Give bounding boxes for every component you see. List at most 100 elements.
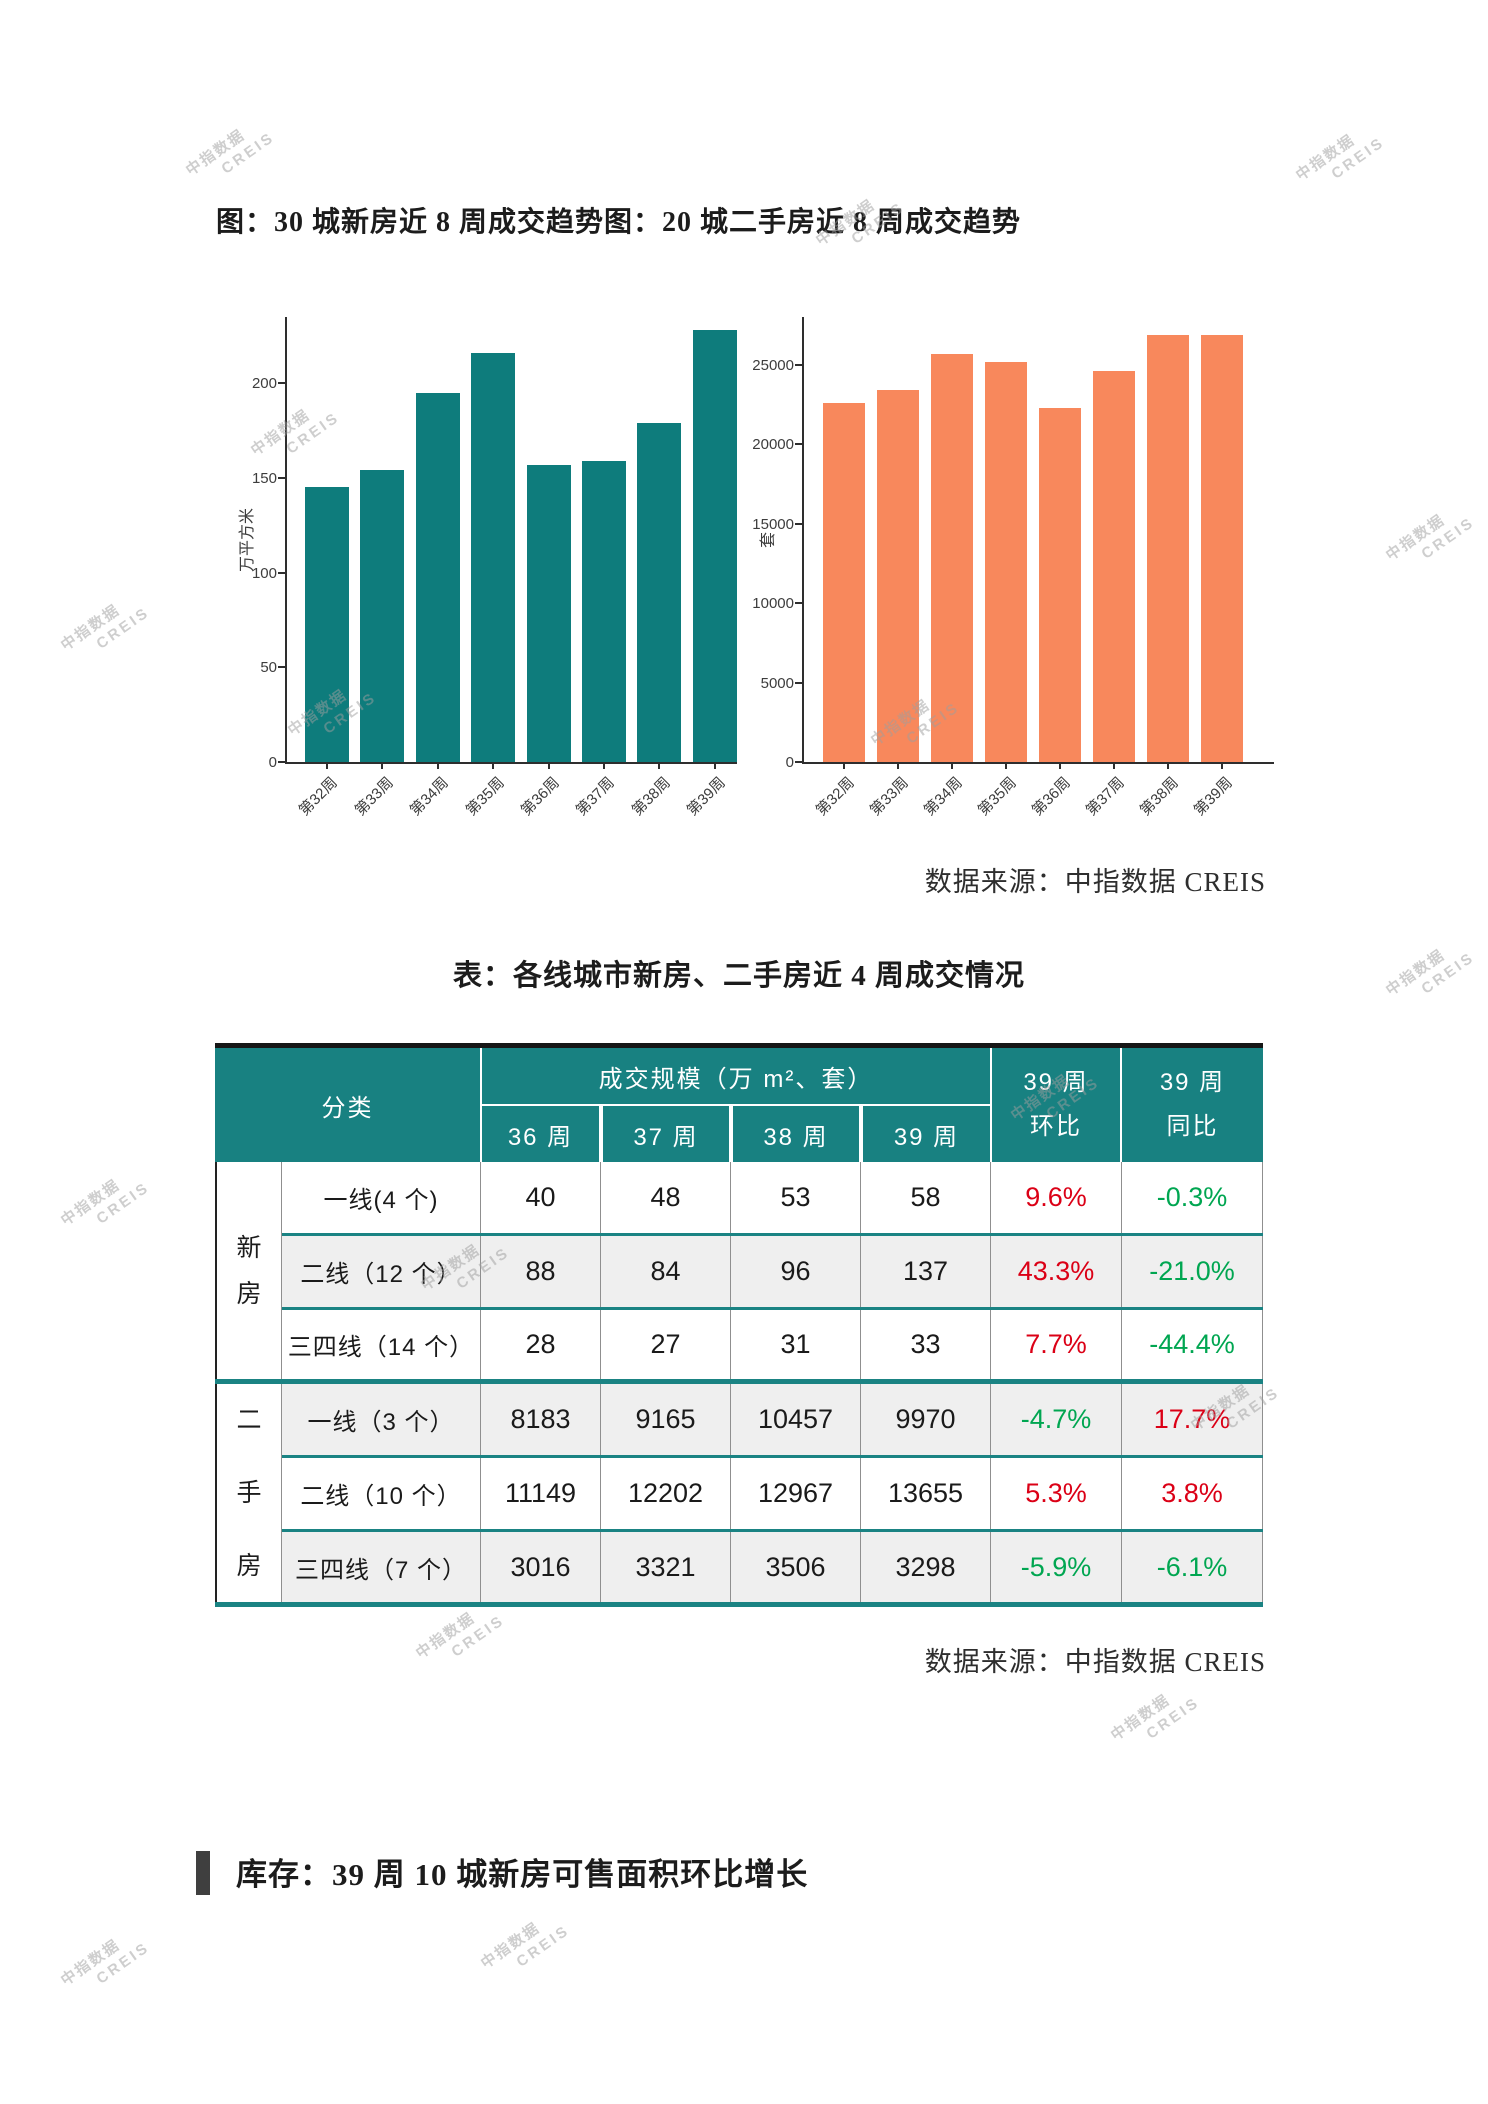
bar-第39周 — [1201, 335, 1243, 762]
x-tick-label-text: 第34周 — [406, 774, 452, 820]
bar-第35周 — [471, 352, 516, 762]
watermark-line2: CREIS — [1418, 948, 1478, 998]
cell-week39: 3298 — [861, 1532, 991, 1602]
x-tick-mark — [492, 762, 495, 769]
cell-wow: 7.7% — [991, 1310, 1122, 1379]
y-tick-label: 5000 — [760, 674, 794, 692]
cell-yoy: -44.4% — [1122, 1310, 1263, 1379]
table-group-second-hand: 二手房一线（3 个） 8183 9165 10457 9970 -4.7% 17.7% 二线（… — [215, 1384, 1263, 1602]
y-tick-mark — [278, 476, 285, 479]
new-home-weekly-bar-chart: 0 50 100 150 200 万平方米 第32周 第33周 第34周 第35周 第36周 第37周… — [239, 317, 737, 819]
x-tick-mark — [326, 762, 328, 769]
y-tick-label: 50 — [260, 659, 277, 677]
header-wow-line2: 环比 — [1030, 1113, 1082, 1140]
watermark-line1: 中指数据 — [182, 126, 249, 180]
y-tick-mark — [795, 681, 802, 684]
y-tick-label: 150 — [251, 469, 277, 487]
y-tick-mark — [278, 571, 285, 574]
data-source-note: 数据来源：中指数据 CREIS — [924, 867, 1266, 897]
watermark-line1: 中指数据 — [57, 601, 124, 655]
y-tick-mark — [795, 443, 802, 446]
cell-yoy: -0.3% — [1122, 1162, 1263, 1233]
bar-第38周 — [637, 423, 682, 762]
x-tick-label-text: 第36周 — [1029, 774, 1075, 820]
row-group-label: 新房 — [215, 1162, 282, 1379]
cell-wow: -4.7% — [991, 1384, 1122, 1455]
x-tick-label-text: 第39周 — [683, 774, 729, 820]
table-row: 一线(4 个) 40 48 53 58 9.6% -0.3% — [282, 1162, 1263, 1233]
watermark-line1: 中指数据 — [57, 1936, 124, 1990]
watermark-line1: 中指数据 — [57, 1176, 124, 1230]
header-week-39周: 39 周 — [863, 1106, 990, 1162]
bar-第33周 — [360, 470, 405, 762]
y-tick-label: 100 — [251, 564, 277, 582]
watermark-line1: 中指数据 — [1382, 946, 1449, 1000]
row-group-char: 手 — [236, 1478, 262, 1507]
transactions-table: 分类 成交规模（万 m²、套） 36 周 37 周 38 周 39 周 39 周 环比… — [215, 1043, 1263, 1607]
x-tick-mark — [1167, 762, 1169, 769]
cell-week36: 28 — [481, 1310, 601, 1379]
table-group-separator — [215, 1379, 1263, 1384]
bar-第36周 — [526, 464, 571, 762]
x-tick-label-text: 第33周 — [867, 774, 913, 820]
cell-category: 二线（12 个） — [282, 1236, 481, 1307]
x-tick-label-text: 第32周 — [296, 774, 342, 820]
cell-week37: 27 — [601, 1310, 731, 1379]
watermark-line2: CREIS — [93, 1938, 153, 1988]
cell-week36: 88 — [481, 1236, 601, 1307]
x-tick-label-text: 第32周 — [813, 774, 859, 820]
cell-week36: 3016 — [481, 1532, 601, 1602]
cell-week38: 96 — [731, 1236, 861, 1307]
watermark-line2: CREIS — [448, 1611, 508, 1661]
cell-week37: 48 — [601, 1162, 731, 1233]
x-tick-mark — [381, 762, 384, 769]
y-tick-label: 25000 — [752, 356, 794, 374]
bar-第34周 — [415, 392, 460, 762]
watermark: 中指数据 CREIS — [57, 587, 153, 670]
cell-week36: 11149 — [481, 1458, 601, 1529]
x-tick-mark — [658, 762, 661, 769]
x-tick-label-text: 第34周 — [921, 774, 967, 820]
header-yoy-line1: 39 周 — [1159, 1069, 1226, 1096]
cell-wow: 43.3% — [991, 1236, 1122, 1307]
x-tick-mark — [436, 762, 439, 769]
x-tick-label-text: 第37周 — [1083, 774, 1129, 820]
bar-第35周 — [985, 361, 1027, 762]
watermark-line2: CREIS — [93, 603, 153, 653]
y-tick-label: 200 — [251, 375, 277, 393]
table-row: 一线（3 个） 8183 9165 10457 9970 -4.7% 17.7% — [282, 1384, 1263, 1455]
cell-week39: 33 — [861, 1310, 991, 1379]
watermark: 中指数据 CREIS — [477, 1905, 573, 1988]
cell-category: 三四线（14 个） — [282, 1310, 481, 1379]
table-row-separator — [282, 1233, 1263, 1236]
cell-wow: 5.3% — [991, 1458, 1122, 1529]
x-tick-label-text: 第35周 — [975, 774, 1021, 820]
bar-第37周 — [582, 460, 626, 762]
header-week-37周: 37 周 — [603, 1106, 729, 1162]
watermark-line2: CREIS — [1328, 133, 1388, 183]
second-hand-weekly-bar-chart: 0 5000 10000 15000 20000 25000 套第32周 第33周 第34周 第3… — [752, 317, 1274, 819]
x-tick-mark — [547, 762, 550, 769]
cell-week37: 9165 — [601, 1384, 731, 1455]
watermark: 中指数据 CREIS — [1382, 497, 1478, 580]
bar-第39周 — [692, 330, 737, 762]
y-tick-label: 10000 — [752, 595, 794, 613]
cell-wow: -5.9% — [991, 1532, 1122, 1602]
cell-week39: 13655 — [861, 1458, 991, 1529]
bar-第37周 — [1093, 371, 1135, 762]
watermark: 中指数据 CREIS — [57, 1922, 153, 2005]
y-tick-label: 0 — [785, 754, 794, 771]
x-tick-mark — [1113, 762, 1115, 769]
cell-category: 三四线（7 个） — [282, 1532, 481, 1602]
cell-category: 一线(4 个) — [282, 1162, 481, 1233]
table-top-border — [215, 1043, 1263, 1048]
header-week-38周: 38 周 — [733, 1106, 859, 1162]
inventory-section-heading: 库存：39 周 10 城新房可售面积环比增长 — [236, 1857, 809, 1892]
x-tick-label-text: 第35周 — [462, 774, 508, 820]
cell-week36: 40 — [481, 1162, 601, 1233]
x-tick-label-text: 第33周 — [351, 774, 397, 820]
cell-yoy: -21.0% — [1122, 1236, 1263, 1307]
table-group-new-homes: 新房一线(4 个) 40 48 53 58 9.6% -0.3% 二线（12 个） 88 84 96… — [215, 1162, 1263, 1379]
table-row: 三四线（7 个） 3016 3321 3506 3298 -5.9% -6.1% — [282, 1532, 1263, 1602]
